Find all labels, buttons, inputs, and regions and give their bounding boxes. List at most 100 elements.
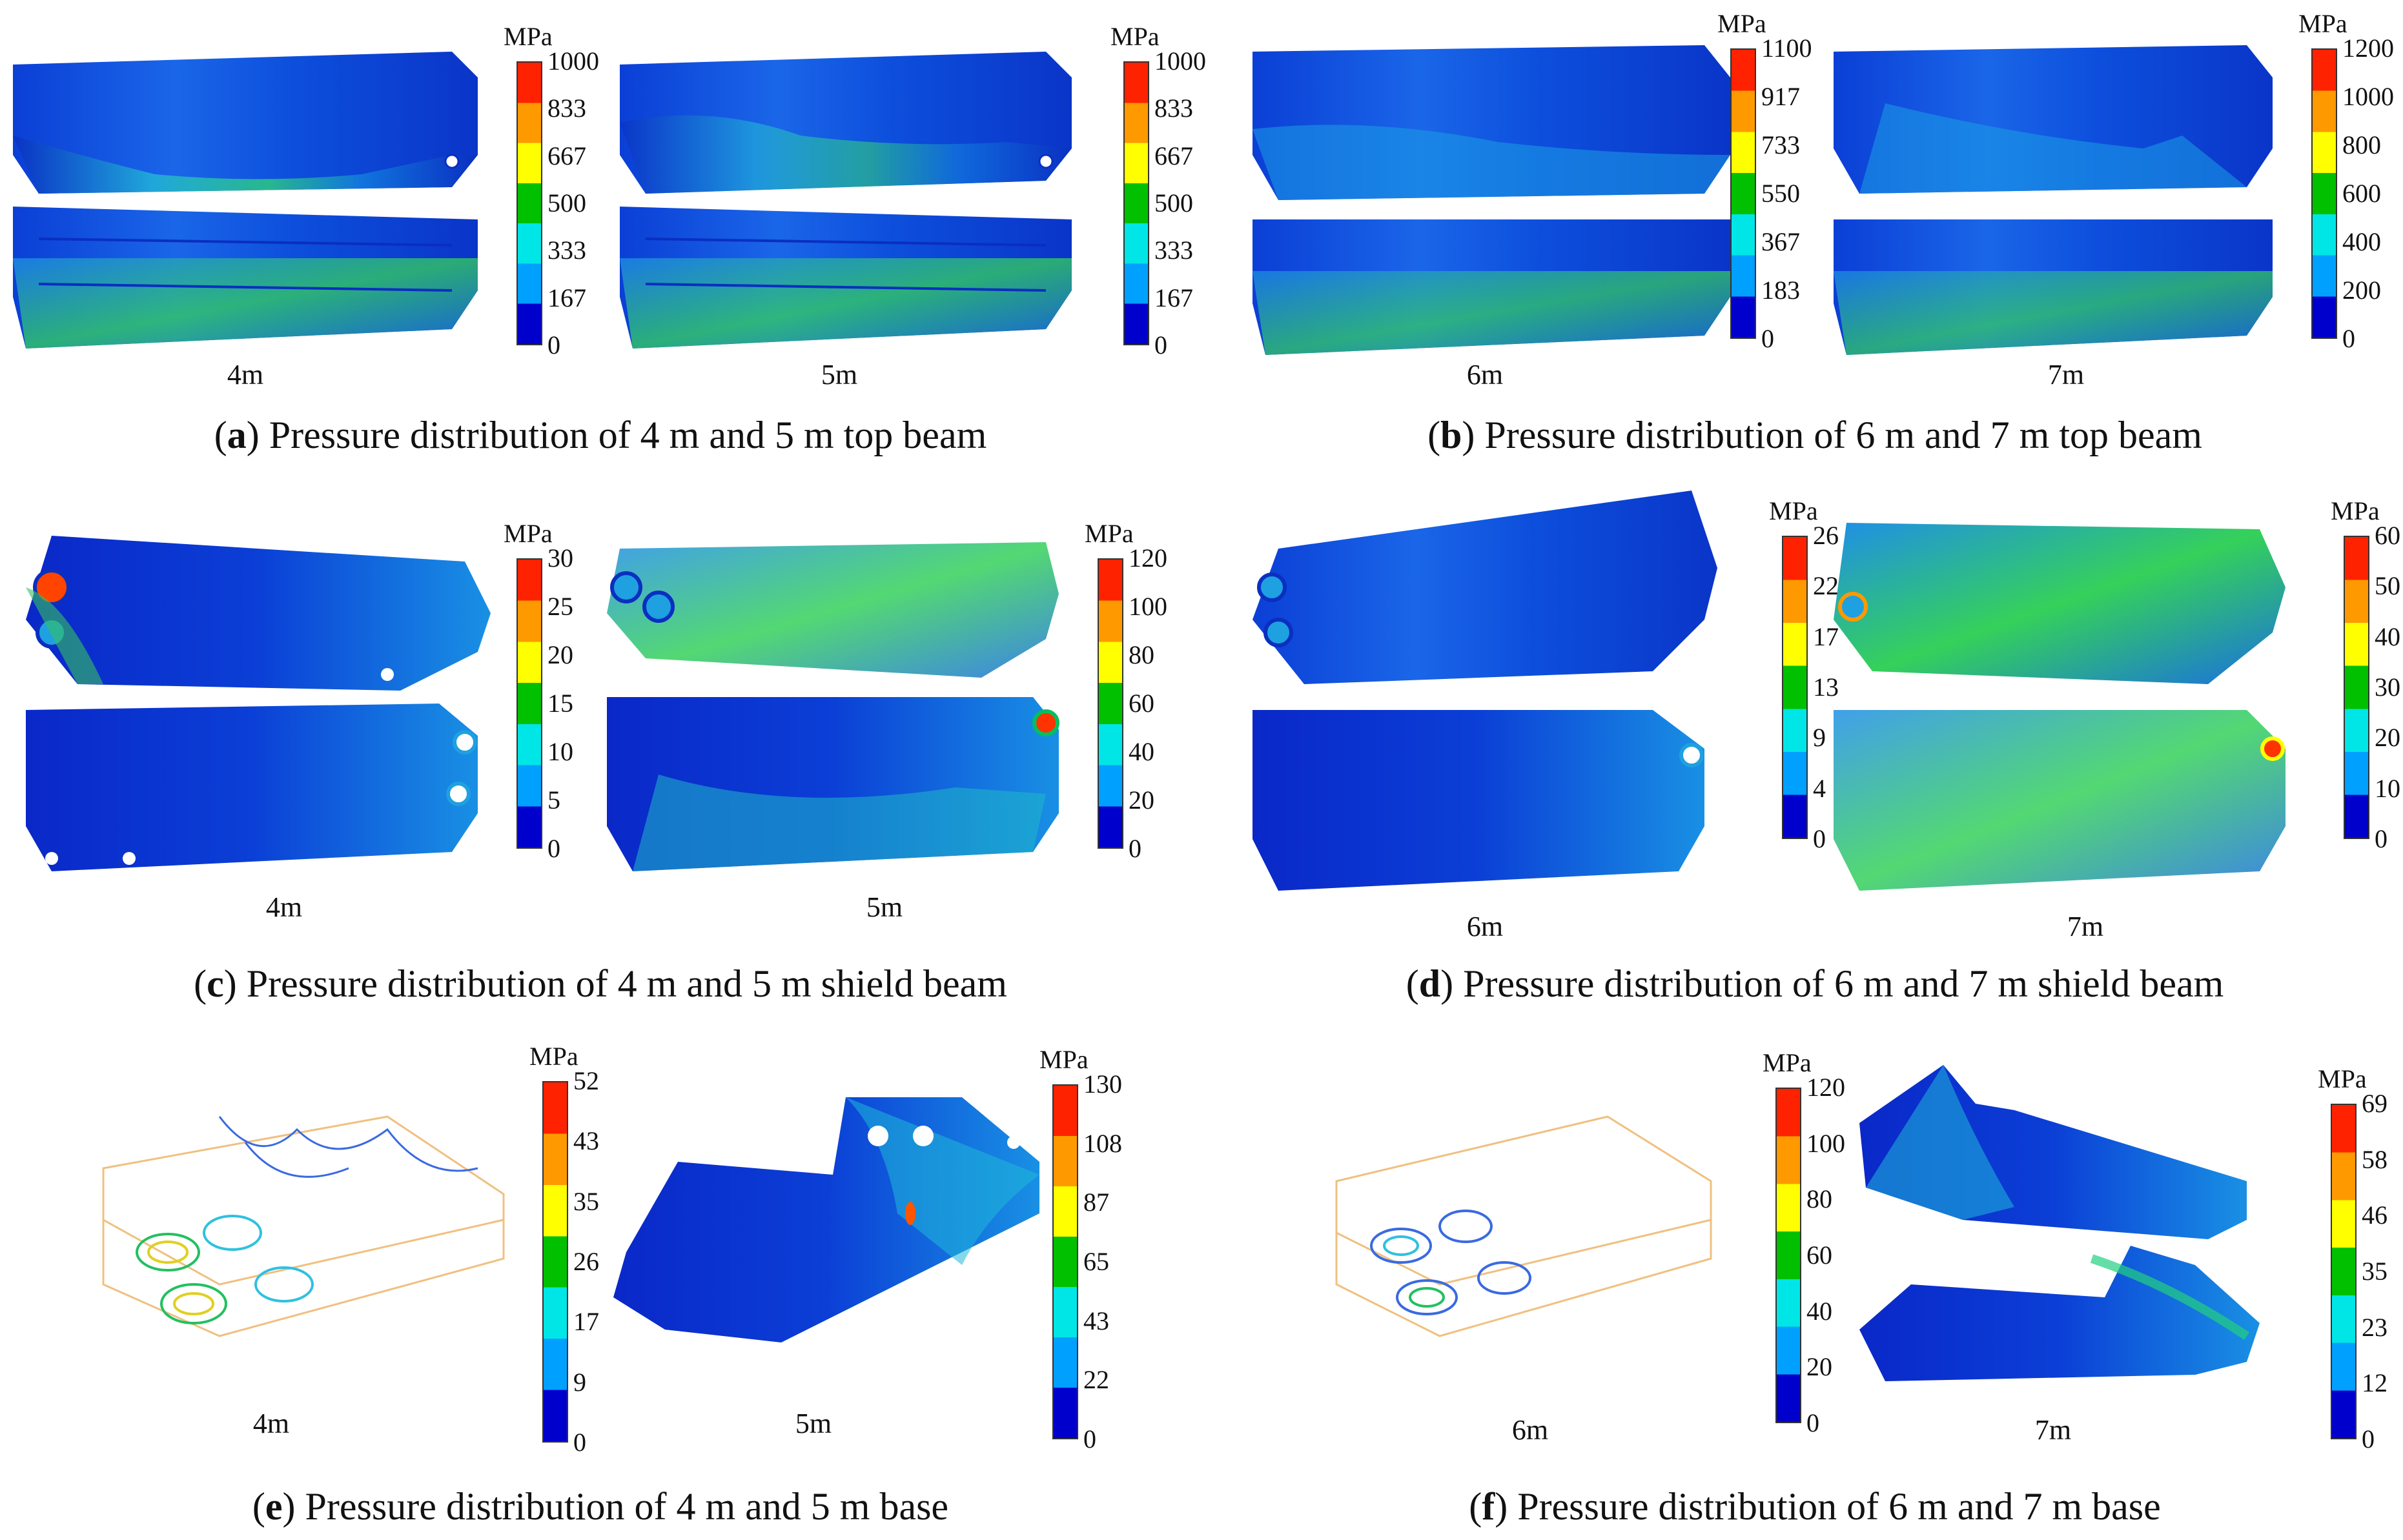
colorbar-unit: MPa (1110, 22, 1160, 51)
panel-f: MPa 120 100 80 60 40 20 0 6m MPa 69 58 46 35 23 12 0… (1227, 1033, 2403, 1540)
colorbar-tick-label: 35 (573, 1186, 599, 1216)
colorbar-tick-label: 1200 (2342, 34, 2394, 63)
colorbar-tick-label: 500 (1154, 188, 1193, 218)
colorbar-tick-label: 183 (1761, 276, 1800, 305)
colorbar-tick-label: 17 (573, 1307, 599, 1337)
colorbar-gradient (2311, 48, 2337, 339)
colorbar-tick-label: 667 (547, 141, 586, 170)
caption-a: (a) Pressure distribution of 4 m and 5 m… (214, 414, 987, 456)
colorbar-tick-label: 167 (1154, 283, 1193, 312)
colorbar-tick-label: 40 (2375, 622, 2400, 651)
colorbar-tick-label: 87 (1083, 1188, 1109, 1217)
colorbar-tick-label: 80 (1129, 640, 1154, 669)
colorbar-tick-label: 0 (1761, 324, 1774, 353)
caption-c: (c) Pressure distribution of 4 m and 5 m… (194, 962, 1007, 1005)
caption-text: Pressure distribution of 6 m and 7 m shi… (1453, 962, 2224, 1005)
colorbar-tick-label: 43 (573, 1126, 599, 1156)
colorbar-tick-label: 0 (1154, 330, 1167, 360)
colorbar-tick-label: 43 (1083, 1306, 1109, 1335)
colorbar-tick-label: 20 (1129, 785, 1154, 815)
caption-letter: e (265, 1485, 283, 1528)
view-label: 6m (1466, 911, 1504, 942)
colorbar-tick-label: 1000 (1154, 46, 1206, 76)
view-label: 5m (795, 1408, 832, 1439)
model-6m-shield-beam (1253, 491, 1717, 891)
colorbar-tick-label: 58 (2362, 1144, 2388, 1174)
colorbar-unit: MPa (1717, 9, 1766, 38)
colorbar-tick-label: 833 (1154, 94, 1193, 123)
colorbar-tick-label: 80 (1806, 1184, 1832, 1214)
colorbar-gradient (2344, 536, 2369, 839)
colorbar-tick-label: 65 (1083, 1247, 1109, 1276)
colorbar-tick-label: 30 (547, 543, 573, 572)
colorbar-tick-label: 333 (547, 236, 586, 265)
colorbar-tick-label: 167 (547, 283, 586, 312)
colorbar-tick-label: 12 (2362, 1368, 2388, 1398)
colorbar-unit: MPa (1039, 1045, 1089, 1074)
colorbar-tick-label: 120 (1129, 543, 1167, 572)
colorbar-tick-label: 15 (547, 689, 573, 718)
colorbar-gradient (1730, 48, 1756, 339)
colorbar-tick-label: 600 (2342, 179, 2381, 208)
colorbar-gradient (516, 61, 542, 345)
caption-letter: c (207, 962, 224, 1005)
caption-text: Pressure distribution of 4 m and 5 m top… (259, 414, 987, 456)
colorbar-tick-label: 400 (2342, 227, 2381, 256)
colorbar-tick-label: 0 (1129, 834, 1141, 863)
colorbar-tick-label: 23 (2362, 1312, 2388, 1342)
colorbar-tick-label: 26 (1813, 521, 1839, 550)
colorbar-tick-label: 40 (1129, 737, 1154, 766)
colorbar-tick-label: 35 (2362, 1257, 2388, 1286)
colorbar-tick-label: 46 (2362, 1201, 2388, 1230)
colorbar-gradient (1098, 558, 1123, 849)
colorbar-tick-label: 9 (1813, 723, 1826, 753)
model-6m-base (1335, 1115, 1712, 1337)
caption-letter: a (227, 414, 247, 456)
colorbar-gradient (2331, 1104, 2357, 1439)
colorbar-tick-label: 0 (1813, 824, 1826, 853)
model-6m-top-beam (1253, 45, 1730, 355)
model-4m-base (102, 1115, 505, 1337)
colorbar-tick-label: 733 (1761, 130, 1800, 159)
colorbar-tick-label: 500 (547, 188, 586, 218)
colorbar-tick-label: 22 (1813, 571, 1839, 601)
caption-letter: d (1418, 962, 1441, 1005)
view-label: 4m (252, 1408, 290, 1439)
colorbar-tick-label: 17 (1813, 622, 1839, 651)
view-label: 5m (866, 891, 903, 923)
colorbar-tick-label: 100 (1129, 592, 1167, 621)
colorbar-tick-label: 0 (573, 1428, 586, 1457)
colorbar-tick-label: 800 (2342, 130, 2381, 159)
colorbar-tick-label: 5 (547, 785, 560, 815)
colorbar-tick-label: 0 (1806, 1408, 1819, 1437)
view-label: 7m (2047, 359, 2085, 390)
model-4m-shield-beam (26, 536, 491, 871)
caption-letter: f (1482, 1485, 1495, 1528)
colorbar-tick-label: 108 (1083, 1128, 1122, 1158)
colorbar-unit: MPa (1085, 519, 1134, 548)
view-label: 7m (2034, 1414, 2072, 1446)
colorbar-gradient (516, 558, 542, 849)
caption-letter: b (1440, 414, 1462, 456)
colorbar-tick-label: 60 (1806, 1241, 1832, 1270)
colorbar-tick-label: 1000 (2342, 82, 2394, 111)
colorbar-unit: MPa (1769, 496, 1818, 525)
colorbar-tick-label: 4 (1813, 773, 1826, 803)
colorbar-gradient (1775, 1088, 1801, 1423)
colorbar-tick-label: 10 (2375, 773, 2400, 803)
colorbar-tick-label: 120 (1806, 1073, 1845, 1102)
colorbar-unit: MPa (504, 22, 553, 51)
colorbar-tick-label: 30 (2375, 673, 2400, 702)
colorbar-tick-label: 0 (2342, 324, 2355, 353)
view-label: 6m (1466, 359, 1504, 390)
colorbar-tick-label: 667 (1154, 141, 1193, 170)
model-7m-shield-beam (1834, 523, 2285, 891)
colorbar-tick-label: 0 (547, 330, 560, 360)
colorbar-unit: MPa (2331, 496, 2380, 525)
colorbar-unit: MPa (1763, 1048, 1812, 1077)
colorbar-tick-label: 917 (1761, 82, 1800, 111)
caption-text: Pressure distribution of 4 m and 5 m shi… (236, 962, 1007, 1005)
model-5m-shield-beam (607, 542, 1059, 871)
panel-a: MPa 1000 833 667 500 333 167 0 4m MPa 1000 833 6… (0, 0, 1206, 478)
colorbar-tick-label: 10 (547, 737, 573, 766)
